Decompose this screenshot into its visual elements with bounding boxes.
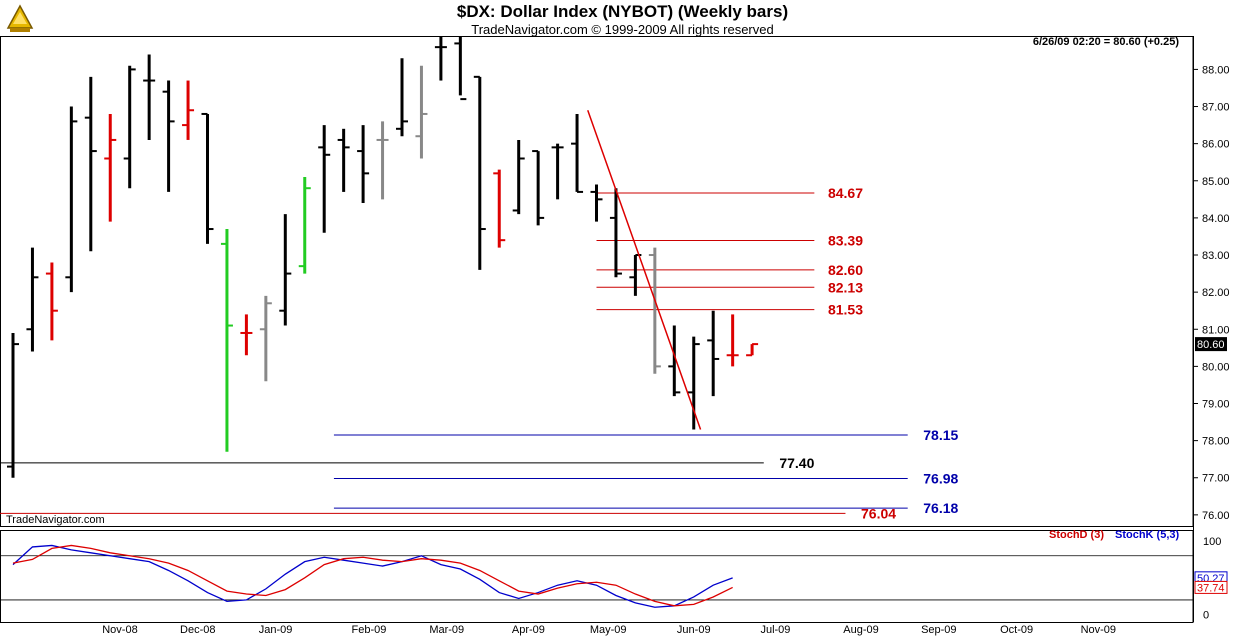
ohlc-bar — [512, 139, 525, 215]
x-axis-label: Jun-09 — [677, 624, 711, 636]
stochk-line — [12, 544, 733, 608]
ohlc-bar — [746, 343, 759, 357]
level-label-76.98: 76.98 — [923, 470, 958, 486]
stoch-axis-label: 100 — [1203, 536, 1221, 548]
copyright-subtitle: TradeNavigator.com © 1999-2009 All right… — [471, 22, 774, 37]
price-axis-label: 86.00 — [1202, 139, 1230, 151]
ohlc-bar — [376, 121, 389, 200]
ohlc-bar — [259, 295, 272, 382]
x-axis-label: Dec-08 — [180, 624, 215, 636]
ohlc-bar — [162, 80, 175, 192]
last-price-marker — [1195, 337, 1227, 352]
ohlc-bar — [726, 314, 739, 367]
ohlc-bar — [707, 310, 720, 397]
level-label-81.53: 81.53 — [828, 302, 863, 318]
level-label-82.60: 82.60 — [828, 262, 863, 278]
ohlc-bar — [45, 262, 58, 341]
price-axis-label: 80.00 — [1202, 361, 1230, 373]
price-axis-label: 81.00 — [1202, 324, 1230, 336]
last-price-label: 80.60 — [1197, 339, 1225, 351]
ohlc-bar — [357, 125, 370, 204]
x-axis-label: Jan-09 — [259, 624, 293, 636]
price-axis-label: 79.00 — [1202, 399, 1230, 411]
ohlc-bar — [473, 75, 486, 270]
stochd-value-box — [1194, 580, 1228, 594]
chart-title: $DX: Dollar Index (NYBOT) (Weekly bars) — [456, 2, 789, 21]
stochd-legend: StochD (3) — [1049, 529, 1104, 541]
price-axis-label: 82.00 — [1202, 287, 1230, 299]
ohlc-bar — [240, 314, 253, 356]
ohlc-bar — [7, 332, 19, 478]
trendline — [587, 109, 702, 430]
price-axis-label: 85.00 — [1202, 176, 1230, 188]
price-axis-label: 77.00 — [1202, 473, 1230, 485]
watermark: TradeNavigator.com — [6, 514, 105, 526]
x-axis-label: Apr-09 — [512, 624, 545, 636]
x-axis-label: Nov-09 — [1081, 624, 1116, 636]
ohlc-bar — [590, 184, 603, 222]
tradenavigator-logo-icon — [4, 2, 36, 34]
stochd-line — [12, 544, 733, 607]
ohlc-bar — [318, 125, 331, 233]
ohlc-bar — [65, 106, 78, 293]
stochk-legend: StochK (5,3) — [1115, 529, 1180, 541]
level-label-84.67: 84.67 — [828, 185, 863, 201]
x-axis-label: Feb-09 — [352, 624, 387, 636]
price-axis-label: 84.00 — [1202, 213, 1230, 225]
price-axis-label: 88.00 — [1202, 64, 1230, 76]
ohlc-bar — [551, 143, 564, 200]
ohlc-bar — [337, 128, 350, 192]
ohlc-bar — [298, 177, 311, 274]
price-axis-label: 76.00 — [1202, 510, 1230, 522]
ohlc-bar — [532, 150, 545, 226]
ohlc-bar — [201, 112, 214, 244]
price-axis-label: 78.00 — [1202, 436, 1230, 448]
ohlc-bar — [123, 65, 136, 189]
price-axis-label: 87.00 — [1202, 102, 1230, 114]
ohlc-bar — [687, 336, 700, 430]
x-axis-label: Aug-09 — [843, 624, 878, 636]
ohlc-bar — [279, 214, 292, 326]
x-axis-label: May-09 — [590, 624, 627, 636]
level-label-77.40: 77.40 — [779, 455, 814, 471]
ohlc-bar — [648, 247, 661, 374]
ohlc-bar — [104, 113, 117, 222]
level-label-83.39: 83.39 — [828, 233, 863, 249]
x-axis-label: Mar-09 — [429, 624, 464, 636]
ohlc-bar — [84, 76, 97, 252]
ohlc-bar — [571, 113, 584, 193]
level-label-76.18: 76.18 — [923, 500, 958, 516]
x-axis-label: Oct-09 — [1000, 624, 1033, 636]
ohlc-bar — [668, 325, 681, 397]
ohlc-bar — [396, 58, 408, 137]
ohlc-bar — [609, 188, 622, 278]
stochd-last-value: 37.74 — [1197, 582, 1225, 594]
ohlc-bar — [415, 65, 428, 159]
ohlc-bar — [182, 80, 195, 140]
price-axis-label: 83.00 — [1202, 250, 1230, 262]
ohlc-bar — [629, 254, 642, 296]
level-label-82.13: 82.13 — [828, 279, 863, 295]
x-axis-label: Jul-09 — [760, 624, 790, 636]
ohlc-bar — [454, 36, 467, 101]
x-axis-label: Nov-08 — [102, 624, 137, 636]
ohlc-bar — [220, 229, 233, 452]
ohlc-bar — [493, 169, 506, 248]
last-quote: 6/26/09 02:20 = 80.60 (+0.25) — [1032, 36, 1179, 48]
ohlc-bar — [143, 54, 156, 140]
level-label-78.15: 78.15 — [923, 427, 958, 443]
level-label-76.04: 76.04 — [861, 505, 896, 521]
stoch-axis-label: 0 — [1203, 610, 1209, 622]
x-axis-label: Sep-09 — [921, 624, 956, 636]
ohlc-bar — [434, 36, 447, 81]
price-panel-frame — [0, 36, 1194, 527]
ohlc-bar — [26, 247, 39, 352]
